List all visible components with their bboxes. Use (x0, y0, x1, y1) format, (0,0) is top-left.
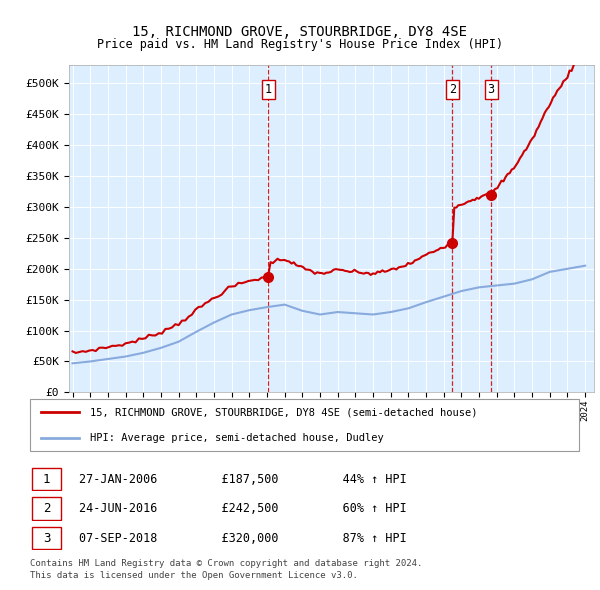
Text: 24-JUN-2016         £242,500         60% ↑ HPI: 24-JUN-2016 £242,500 60% ↑ HPI (79, 502, 407, 515)
FancyBboxPatch shape (32, 497, 61, 520)
Text: 15, RICHMOND GROVE, STOURBRIDGE, DY8 4SE (semi-detached house): 15, RICHMOND GROVE, STOURBRIDGE, DY8 4SE… (91, 408, 478, 417)
Text: This data is licensed under the Open Government Licence v3.0.: This data is licensed under the Open Gov… (30, 571, 358, 580)
Text: Price paid vs. HM Land Registry's House Price Index (HPI): Price paid vs. HM Land Registry's House … (97, 38, 503, 51)
Text: 2: 2 (43, 502, 50, 515)
FancyBboxPatch shape (32, 527, 61, 549)
Text: 07-SEP-2018         £320,000         87% ↑ HPI: 07-SEP-2018 £320,000 87% ↑ HPI (79, 532, 407, 545)
FancyBboxPatch shape (32, 468, 61, 490)
Text: HPI: Average price, semi-detached house, Dudley: HPI: Average price, semi-detached house,… (91, 434, 384, 443)
Text: 1: 1 (265, 83, 272, 96)
Text: 3: 3 (43, 532, 50, 545)
Text: Contains HM Land Registry data © Crown copyright and database right 2024.: Contains HM Land Registry data © Crown c… (30, 559, 422, 568)
Text: 2: 2 (449, 83, 456, 96)
Text: 15, RICHMOND GROVE, STOURBRIDGE, DY8 4SE: 15, RICHMOND GROVE, STOURBRIDGE, DY8 4SE (133, 25, 467, 39)
Text: 27-JAN-2006         £187,500         44% ↑ HPI: 27-JAN-2006 £187,500 44% ↑ HPI (79, 473, 407, 486)
Text: 1: 1 (43, 473, 50, 486)
Text: 3: 3 (488, 83, 494, 96)
FancyBboxPatch shape (30, 399, 579, 451)
